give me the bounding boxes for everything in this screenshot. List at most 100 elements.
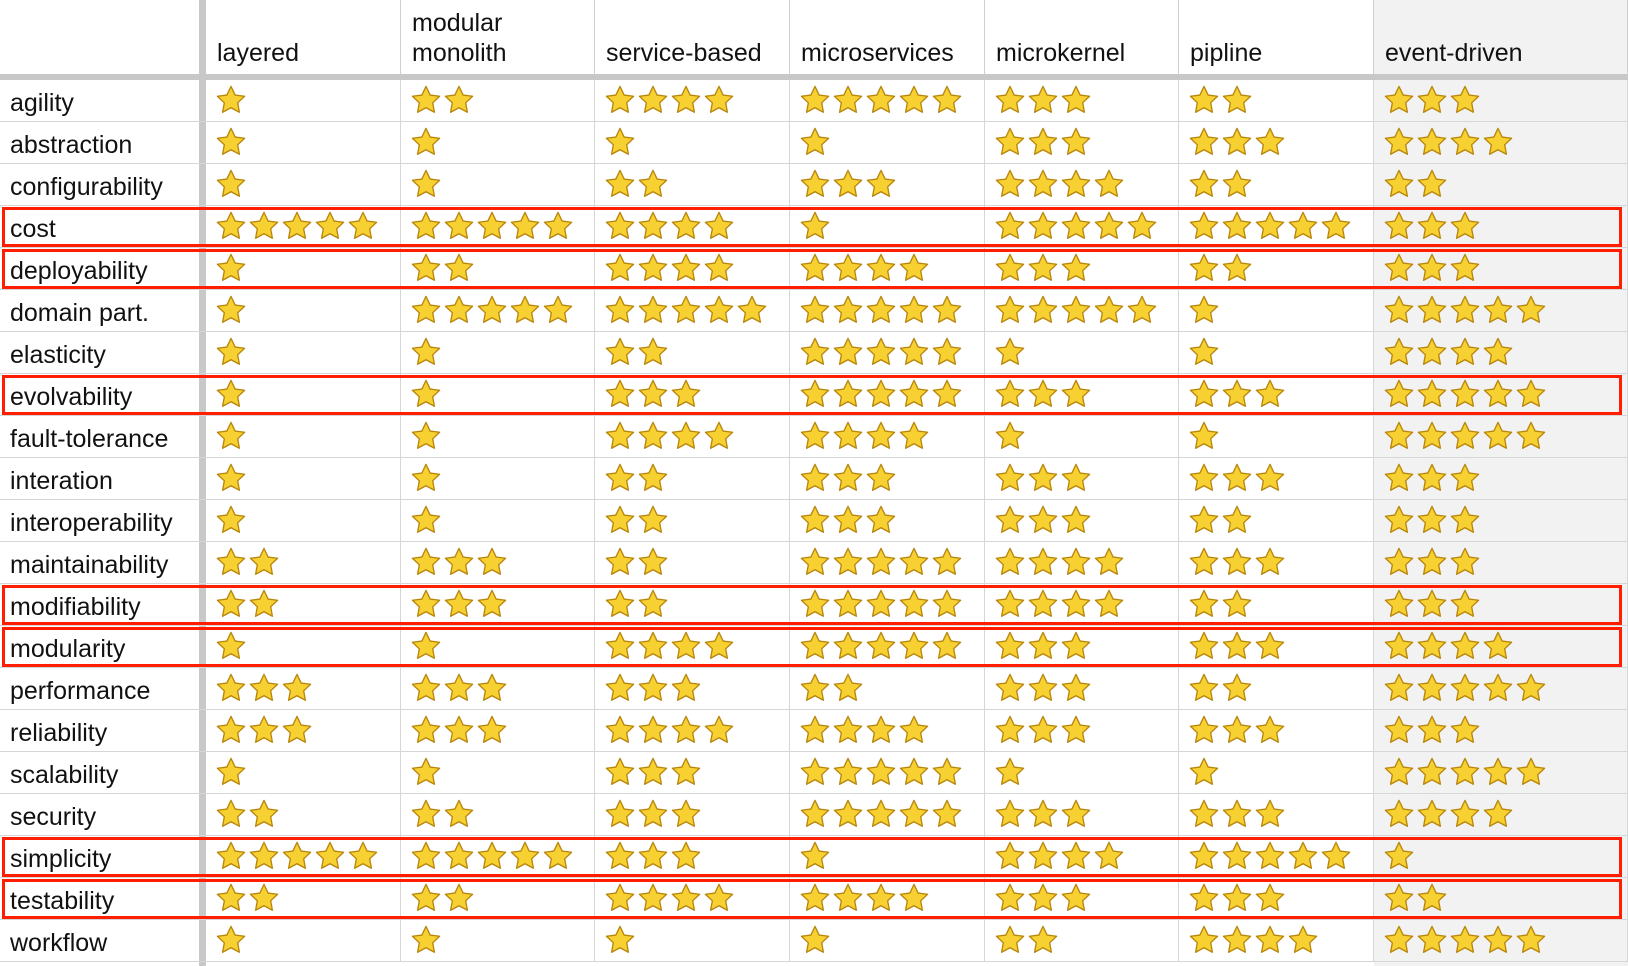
rating-cell[interactable] xyxy=(401,458,595,500)
rating-cell[interactable] xyxy=(595,710,790,752)
rating-cell[interactable] xyxy=(206,710,401,752)
rating-cell[interactable] xyxy=(1374,416,1628,458)
rating-cell[interactable] xyxy=(206,80,401,122)
row-label-reliability[interactable]: reliability xyxy=(10,719,108,747)
rating-cell[interactable] xyxy=(595,374,790,416)
rating-cell[interactable] xyxy=(790,710,985,752)
row-label-agility[interactable]: agility xyxy=(10,89,74,117)
header-corner-cell[interactable] xyxy=(0,0,206,74)
rating-cell[interactable] xyxy=(206,626,401,668)
column-header-modular-monolith[interactable]: modular monolith xyxy=(401,0,595,74)
rating-cell[interactable] xyxy=(790,458,985,500)
row-label-abstraction[interactable]: abstraction xyxy=(10,131,133,159)
rating-cell[interactable] xyxy=(595,290,790,332)
row-label-fault-tolerance[interactable]: fault-tolerance xyxy=(10,425,169,453)
rating-cell[interactable] xyxy=(206,584,401,626)
rating-cell[interactable] xyxy=(985,836,1179,878)
row-label-security[interactable]: security xyxy=(10,803,97,831)
row-label-interation[interactable]: interation xyxy=(10,467,113,495)
rating-cell[interactable] xyxy=(401,248,595,290)
rating-cell[interactable] xyxy=(1374,458,1628,500)
rating-cell[interactable] xyxy=(206,332,401,374)
column-header-service-based[interactable]: service-based xyxy=(595,0,790,74)
rating-cell[interactable] xyxy=(790,878,985,920)
rating-cell[interactable] xyxy=(1374,248,1628,290)
rating-cell[interactable] xyxy=(1179,584,1374,626)
rating-cell[interactable] xyxy=(595,164,790,206)
rating-cell[interactable] xyxy=(985,584,1179,626)
rating-cell[interactable] xyxy=(985,878,1179,920)
rating-cell[interactable] xyxy=(401,584,595,626)
rating-cell[interactable] xyxy=(985,122,1179,164)
rating-cell[interactable] xyxy=(1179,710,1374,752)
rating-cell[interactable] xyxy=(790,626,985,668)
rating-cell[interactable] xyxy=(790,668,985,710)
rating-cell[interactable] xyxy=(206,920,401,962)
rating-cell[interactable] xyxy=(595,752,790,794)
frozen-row-divider[interactable] xyxy=(0,74,1628,80)
rating-cell[interactable] xyxy=(1374,710,1628,752)
rating-cell[interactable] xyxy=(985,206,1179,248)
rating-cell[interactable] xyxy=(401,920,595,962)
rating-cell[interactable] xyxy=(1179,920,1374,962)
row-label-scalability[interactable]: scalability xyxy=(10,761,119,789)
rating-cell[interactable] xyxy=(1374,332,1628,374)
column-header-microkernel[interactable]: microkernel xyxy=(985,0,1179,74)
row-label-domain-part-[interactable]: domain part. xyxy=(10,299,149,327)
rating-cell[interactable] xyxy=(1179,332,1374,374)
column-header-event-driven[interactable]: event-driven xyxy=(1374,0,1628,74)
rating-cell[interactable] xyxy=(206,122,401,164)
rating-cell[interactable] xyxy=(985,626,1179,668)
rating-cell[interactable] xyxy=(595,416,790,458)
rating-cell[interactable] xyxy=(206,794,401,836)
rating-cell[interactable] xyxy=(206,164,401,206)
rating-cell[interactable] xyxy=(401,668,595,710)
rating-cell[interactable] xyxy=(985,794,1179,836)
rating-cell[interactable] xyxy=(401,752,595,794)
rating-cell[interactable] xyxy=(985,668,1179,710)
rating-cell[interactable] xyxy=(1374,542,1628,584)
row-label-simplicity[interactable]: simplicity xyxy=(10,845,112,873)
rating-cell[interactable] xyxy=(790,920,985,962)
rating-cell[interactable] xyxy=(790,248,985,290)
row-label-evolvability[interactable]: evolvability xyxy=(10,383,133,411)
rating-cell[interactable] xyxy=(1179,290,1374,332)
rating-cell[interactable] xyxy=(985,920,1179,962)
rating-cell[interactable] xyxy=(401,332,595,374)
rating-cell[interactable] xyxy=(985,248,1179,290)
rating-cell[interactable] xyxy=(401,290,595,332)
rating-cell[interactable] xyxy=(1374,794,1628,836)
rating-cell[interactable] xyxy=(1179,752,1374,794)
row-label-maintainability[interactable]: maintainability xyxy=(10,551,169,579)
column-header-microservices[interactable]: microservices xyxy=(790,0,985,74)
rating-cell[interactable] xyxy=(595,794,790,836)
rating-cell[interactable] xyxy=(1179,122,1374,164)
rating-cell[interactable] xyxy=(1374,206,1628,248)
row-label-interoperability[interactable]: interoperability xyxy=(10,509,173,537)
rating-cell[interactable] xyxy=(790,836,985,878)
rating-cell[interactable] xyxy=(985,290,1179,332)
rating-cell[interactable] xyxy=(1374,164,1628,206)
rating-cell[interactable] xyxy=(1374,752,1628,794)
rating-cell[interactable] xyxy=(595,458,790,500)
rating-cell[interactable] xyxy=(1179,458,1374,500)
rating-cell[interactable] xyxy=(790,752,985,794)
rating-cell[interactable] xyxy=(790,374,985,416)
rating-cell[interactable] xyxy=(595,668,790,710)
rating-cell[interactable] xyxy=(401,206,595,248)
rating-cell[interactable] xyxy=(1179,878,1374,920)
rating-cell[interactable] xyxy=(1374,626,1628,668)
rating-cell[interactable] xyxy=(1179,80,1374,122)
rating-cell[interactable] xyxy=(206,416,401,458)
row-label-performance[interactable]: performance xyxy=(10,677,151,705)
rating-cell[interactable] xyxy=(206,248,401,290)
rating-cell[interactable] xyxy=(985,710,1179,752)
rating-cell[interactable] xyxy=(790,500,985,542)
rating-cell[interactable] xyxy=(1374,122,1628,164)
rating-cell[interactable] xyxy=(985,164,1179,206)
rating-cell[interactable] xyxy=(206,458,401,500)
rating-cell[interactable] xyxy=(595,206,790,248)
rating-cell[interactable] xyxy=(1374,668,1628,710)
rating-cell[interactable] xyxy=(1179,248,1374,290)
rating-cell[interactable] xyxy=(1374,920,1628,962)
